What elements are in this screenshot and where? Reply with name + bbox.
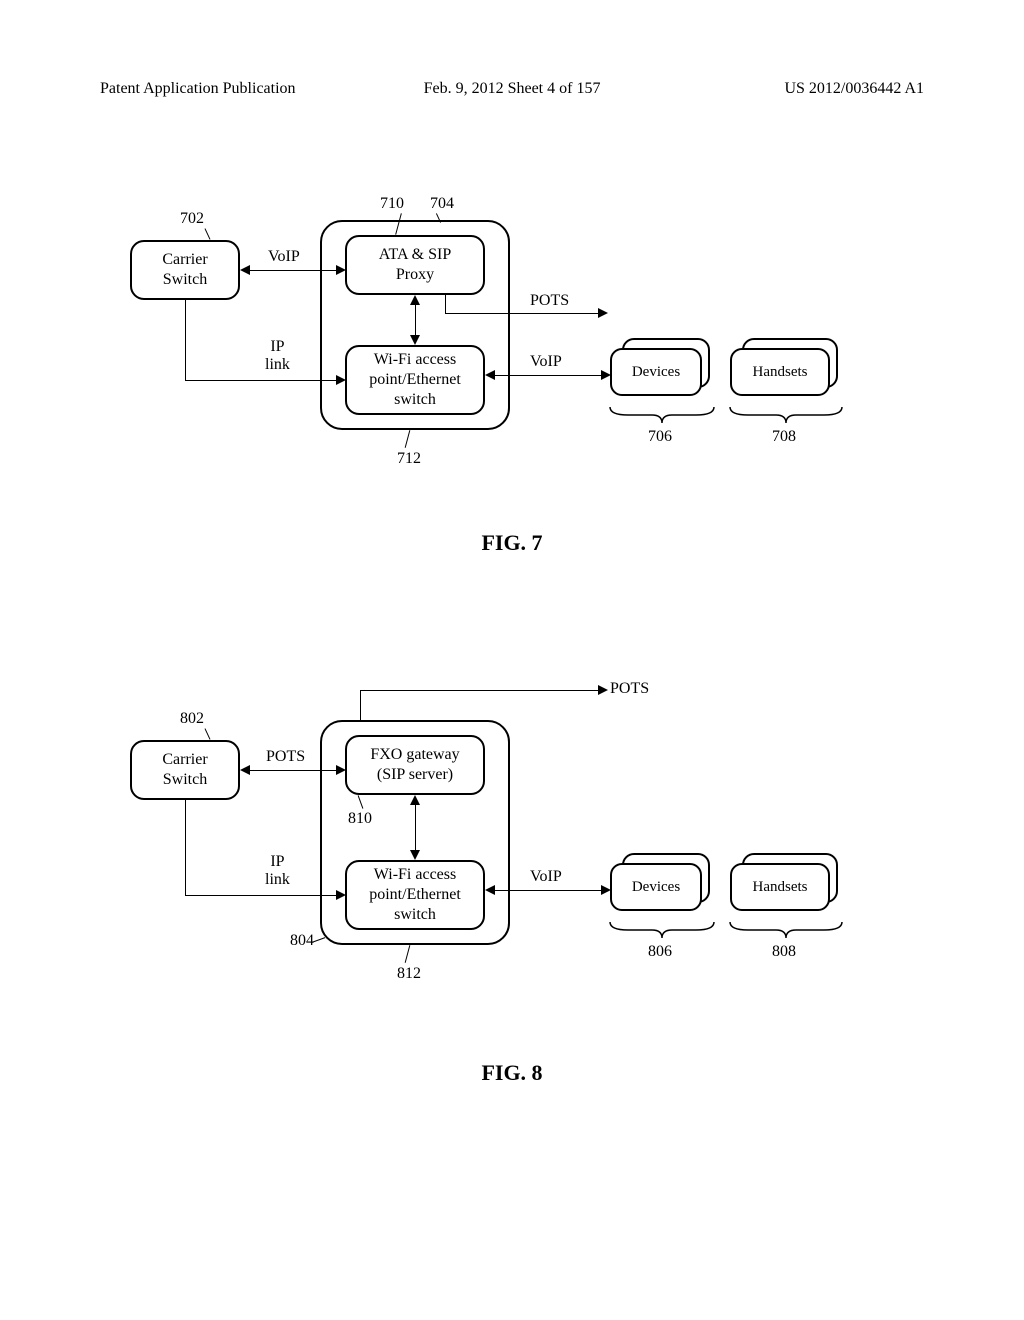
ref-712: 712 <box>397 450 421 468</box>
brace-708 <box>728 405 844 425</box>
ah-pots-out-8 <box>598 685 608 695</box>
ref-804: 804 <box>290 932 314 950</box>
node-wifi-switch-8: Wi-Fi accesspoint/Ethernetswitch <box>345 860 485 930</box>
devices-front-8: Devices <box>610 863 702 911</box>
leader-702 <box>205 228 211 239</box>
handsets-front-7: Handsets <box>730 348 830 396</box>
ah-wifi-dev-l-8 <box>485 885 495 895</box>
arrow-wifi-dev-8 <box>493 890 603 891</box>
caption-fig8: FIG. 8 <box>0 1060 1024 1086</box>
page-header: Patent Application Publication Feb. 9, 2… <box>0 80 1024 98</box>
arrow-iplink-h-7 <box>185 380 338 381</box>
ah-wifi-dev-r-7 <box>601 370 611 380</box>
node-devices-7: Devices <box>610 348 710 408</box>
ref-812: 812 <box>397 965 421 983</box>
ah-iplink-8 <box>336 890 346 900</box>
ref-702: 702 <box>180 210 204 228</box>
ah-carrier-fxo-r <box>336 765 346 775</box>
arrow-carrier-ata <box>248 270 338 271</box>
ah-carrier-fxo-l <box>240 765 250 775</box>
figure-8: CarrierSwitch 802 804 FXO gateway(SIP se… <box>0 650 1024 1070</box>
arrow-iplink-v-8 <box>185 800 186 895</box>
ah-fxo-wifi-u <box>410 795 420 805</box>
label-voip-7a: VoIP <box>268 248 300 266</box>
ref-710: 710 <box>380 195 404 213</box>
ref-704: 704 <box>430 195 454 213</box>
label-iplink-7: IPlink <box>265 338 290 374</box>
node-carrier-switch-7: CarrierSwitch <box>130 240 240 300</box>
label-voip-8: VoIP <box>530 868 562 886</box>
leader-712 <box>405 430 411 448</box>
arrow-iplink-v-7 <box>185 300 186 380</box>
ref-708: 708 <box>772 428 796 446</box>
node-fxo-gateway: FXO gateway(SIP server) <box>345 735 485 795</box>
ah-wifi-dev-l-7 <box>485 370 495 380</box>
ah-wifi-dev-r-8 <box>601 885 611 895</box>
brace-706 <box>608 405 716 425</box>
brace-806 <box>608 920 716 940</box>
label-pots-7: POTS <box>530 292 569 310</box>
label-pots-out-8: POTS <box>610 680 649 698</box>
arrow-pots-v-7 <box>445 295 446 313</box>
arrow-ata-wifi <box>415 303 416 337</box>
node-handsets-7: Handsets <box>730 348 840 408</box>
header-center: Feb. 9, 2012 Sheet 4 of 157 <box>375 80 650 98</box>
ah-carrier-ata-l <box>240 265 250 275</box>
node-carrier-switch-8: CarrierSwitch <box>130 740 240 800</box>
devices-front-7: Devices <box>610 348 702 396</box>
ref-706: 706 <box>648 428 672 446</box>
header-right: US 2012/0036442 A1 <box>649 80 924 98</box>
figure-7: CarrierSwitch 702 704 ATA & SIPProxy 710… <box>0 180 1024 560</box>
label-iplink-8: IPlink <box>265 853 290 889</box>
ah-iplink-7 <box>336 375 346 385</box>
node-devices-8: Devices <box>610 863 710 923</box>
arrow-pots-out-v-8 <box>360 690 361 720</box>
ref-808: 808 <box>772 943 796 961</box>
brace-808 <box>728 920 844 940</box>
arrow-iplink-h-8 <box>185 895 338 896</box>
arrow-wifi-dev-7 <box>493 375 603 376</box>
arrow-carrier-fxo <box>248 770 338 771</box>
arrow-pots-out-h-8 <box>360 690 600 691</box>
arrow-fxo-wifi <box>415 803 416 852</box>
node-ata-sip-proxy: ATA & SIPProxy <box>345 235 485 295</box>
arrow-pots-h-7 <box>445 313 600 314</box>
leader-812 <box>405 945 411 963</box>
ah-carrier-ata-r <box>336 265 346 275</box>
node-handsets-8: Handsets <box>730 863 840 923</box>
ref-802: 802 <box>180 710 204 728</box>
caption-fig7: FIG. 7 <box>0 530 1024 556</box>
node-wifi-switch-7: Wi-Fi accesspoint/Ethernetswitch <box>345 345 485 415</box>
ref-806: 806 <box>648 943 672 961</box>
ah-fxo-wifi-d <box>410 850 420 860</box>
handsets-front-8: Handsets <box>730 863 830 911</box>
leader-802 <box>205 728 211 739</box>
header-left: Patent Application Publication <box>100 80 375 98</box>
ah-pots-7 <box>598 308 608 318</box>
label-pots-top-8: POTS <box>266 748 305 766</box>
ref-810: 810 <box>348 810 372 828</box>
ah-ata-wifi-u <box>410 295 420 305</box>
ah-ata-wifi-d <box>410 335 420 345</box>
label-voip-7b: VoIP <box>530 353 562 371</box>
